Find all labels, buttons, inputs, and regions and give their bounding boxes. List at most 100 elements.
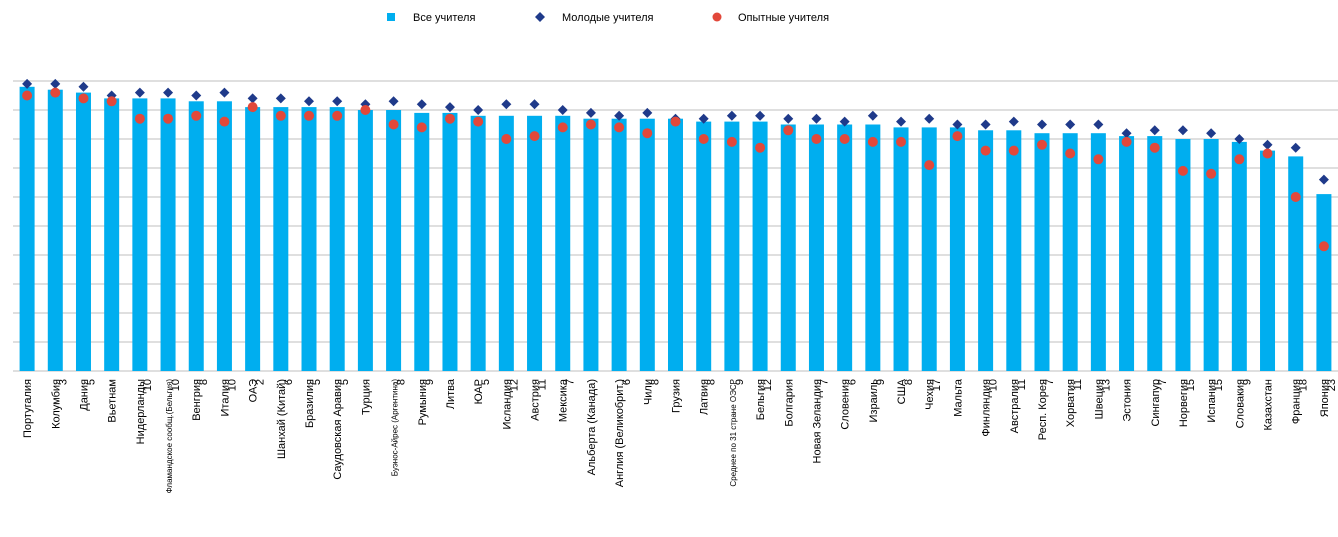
number-label: 5 <box>339 379 351 385</box>
marker-experienced-teachers <box>1093 154 1104 165</box>
marker-experienced-teachers <box>642 128 653 139</box>
legend-marker-all <box>387 13 395 21</box>
bar-all-teachers <box>1119 136 1135 371</box>
category-label: Норвегия <box>1178 379 1190 427</box>
number-label: 7 <box>818 379 830 385</box>
category-label: Альберта (Канада) <box>586 379 598 475</box>
marker-young-teachers <box>416 99 427 110</box>
bar-all-teachers <box>75 92 91 371</box>
marker-young-teachers <box>783 113 794 124</box>
bar-all-teachers <box>357 110 373 371</box>
number-label: 5 <box>85 379 97 385</box>
category-label: Турция <box>360 379 372 415</box>
marker-young-teachers <box>1036 119 1047 130</box>
number-label: 7 <box>1044 379 1056 385</box>
marker-young-teachers <box>163 87 174 98</box>
category-label: Австрия <box>530 379 542 421</box>
marker-experienced-teachers <box>219 116 230 127</box>
category-label: Буэнос-Айрес (Аргентина) <box>391 379 400 477</box>
legend-item-all: Все учителя <box>387 12 475 24</box>
number-label: 8 <box>649 379 661 385</box>
bar-all-teachers <box>386 110 402 371</box>
marker-experienced-teachers <box>444 113 455 124</box>
number-label: 13 <box>1100 379 1112 391</box>
marker-young-teachers <box>247 93 258 104</box>
marker-experienced-teachers <box>134 113 145 124</box>
category-label: Венгрия <box>191 379 203 421</box>
category-label: Латвия <box>699 379 711 415</box>
marker-experienced-teachers <box>78 93 89 104</box>
bar-all-teachers <box>1260 150 1276 371</box>
marker-young-teachers <box>332 96 343 107</box>
marker-experienced-teachers <box>557 122 568 133</box>
marker-experienced-teachers <box>726 136 737 147</box>
category-label: Респ. Корея <box>1037 379 1049 440</box>
bar-all-teachers <box>442 112 458 372</box>
category-label: Финляндия <box>981 379 993 437</box>
marker-experienced-teachers <box>924 160 935 171</box>
category-label: Исландия <box>501 379 513 430</box>
number-label: 2 <box>255 379 267 385</box>
number-label: 11 <box>537 379 549 390</box>
category-label: Словакия <box>1234 379 1246 428</box>
marker-experienced-teachers <box>1234 154 1245 165</box>
bar-all-teachers <box>978 130 994 371</box>
marker-young-teachers <box>980 119 991 130</box>
category-label: Бразилия <box>304 379 316 428</box>
bar-all-teachers <box>160 98 176 372</box>
legend-label-experienced: Опытные учителя <box>738 12 829 24</box>
number-label: 3 <box>57 379 69 385</box>
marker-young-teachers <box>642 107 653 118</box>
number-label: 18 <box>1298 379 1310 391</box>
marker-young-teachers <box>191 90 202 101</box>
bar-all-teachers <box>808 124 824 371</box>
number-label: 15 <box>1213 379 1225 391</box>
marker-young-teachers <box>1234 134 1245 144</box>
category-label: Чили <box>642 379 654 405</box>
bar-all-teachers <box>668 118 683 371</box>
marker-experienced-teachers <box>1206 168 1217 179</box>
bar-all-teachers <box>273 107 289 371</box>
number-label: 9 <box>424 379 436 385</box>
marker-young-teachers <box>1008 116 1019 127</box>
category-label: Болгария <box>783 379 795 427</box>
marker-experienced-teachers <box>360 105 371 115</box>
bar-all-teachers <box>527 115 543 371</box>
number-label: 8 <box>903 379 915 385</box>
category-label: Франция <box>1291 379 1303 424</box>
number-label: 10 <box>226 379 238 391</box>
bar-all-teachers <box>780 124 796 371</box>
category-label: Чехия <box>924 379 936 410</box>
category-label: Эстония <box>1122 379 1134 422</box>
marker-experienced-teachers <box>191 110 202 121</box>
bar-all-teachers <box>865 124 881 371</box>
bar-all-teachers <box>1090 133 1106 371</box>
bar-all-teachers <box>752 121 768 371</box>
category-label: Италия <box>219 379 231 417</box>
legend-label-all: Все учителя <box>413 12 475 24</box>
category-label: Румыния <box>417 379 429 425</box>
legend-label-young: Молодые учителя <box>562 12 654 24</box>
marker-experienced-teachers <box>529 131 540 142</box>
marker-experienced-teachers <box>1177 165 1188 176</box>
category-label: Мексика <box>558 378 570 422</box>
number-label: 8 <box>198 379 210 385</box>
number-label: 5 <box>480 379 492 385</box>
marker-experienced-teachers <box>1318 241 1329 252</box>
marker-young-teachers <box>1121 128 1132 139</box>
category-label: Словения <box>840 379 852 430</box>
number-label: 6 <box>283 379 295 385</box>
number-label: 8 <box>706 379 718 385</box>
marker-experienced-teachers <box>585 119 596 130</box>
marker-young-teachers <box>585 107 596 118</box>
bar-all-teachers <box>1231 141 1247 371</box>
marker-young-teachers <box>219 87 230 98</box>
marker-young-teachers <box>388 96 399 107</box>
bar-all-teachers <box>104 98 120 372</box>
number-label: 11 <box>1072 379 1084 390</box>
legend-marker-experienced <box>712 12 722 22</box>
bar-all-teachers <box>1288 156 1304 371</box>
marker-young-teachers <box>275 93 286 104</box>
number-label: 23 <box>1326 379 1338 391</box>
bar-all-teachers <box>1034 133 1050 371</box>
